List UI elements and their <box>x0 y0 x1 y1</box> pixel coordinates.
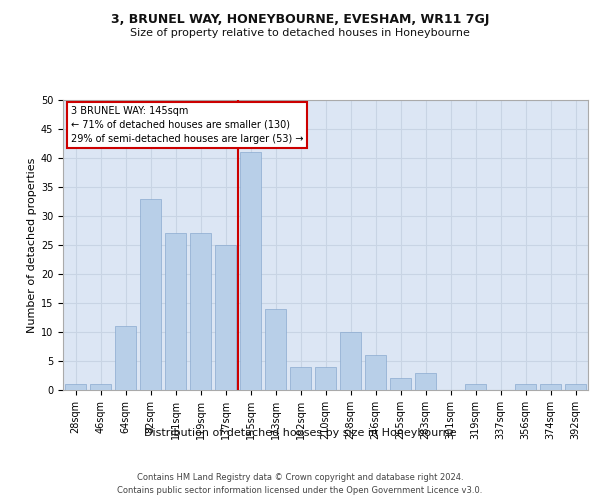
Bar <box>540 384 561 390</box>
Bar <box>215 245 236 390</box>
Bar <box>565 384 586 390</box>
Text: 3 BRUNEL WAY: 145sqm
← 71% of detached houses are smaller (130)
29% of semi-deta: 3 BRUNEL WAY: 145sqm ← 71% of detached h… <box>71 106 304 144</box>
Bar <box>465 384 486 390</box>
Bar <box>390 378 411 390</box>
Bar <box>265 309 286 390</box>
Bar <box>65 384 86 390</box>
Bar <box>90 384 111 390</box>
Bar <box>140 198 161 390</box>
Bar <box>165 234 186 390</box>
Bar <box>240 152 261 390</box>
Bar <box>340 332 361 390</box>
Text: Size of property relative to detached houses in Honeybourne: Size of property relative to detached ho… <box>130 28 470 38</box>
Text: Contains HM Land Registry data © Crown copyright and database right 2024.: Contains HM Land Registry data © Crown c… <box>137 472 463 482</box>
Text: 3, BRUNEL WAY, HONEYBOURNE, EVESHAM, WR11 7GJ: 3, BRUNEL WAY, HONEYBOURNE, EVESHAM, WR1… <box>111 12 489 26</box>
Bar <box>190 234 211 390</box>
Bar <box>290 367 311 390</box>
Text: Distribution of detached houses by size in Honeybourne: Distribution of detached houses by size … <box>143 428 457 438</box>
Bar <box>365 355 386 390</box>
Bar <box>115 326 136 390</box>
Y-axis label: Number of detached properties: Number of detached properties <box>26 158 37 332</box>
Bar <box>515 384 536 390</box>
Text: Contains public sector information licensed under the Open Government Licence v3: Contains public sector information licen… <box>118 486 482 495</box>
Bar <box>415 372 436 390</box>
Bar <box>315 367 336 390</box>
